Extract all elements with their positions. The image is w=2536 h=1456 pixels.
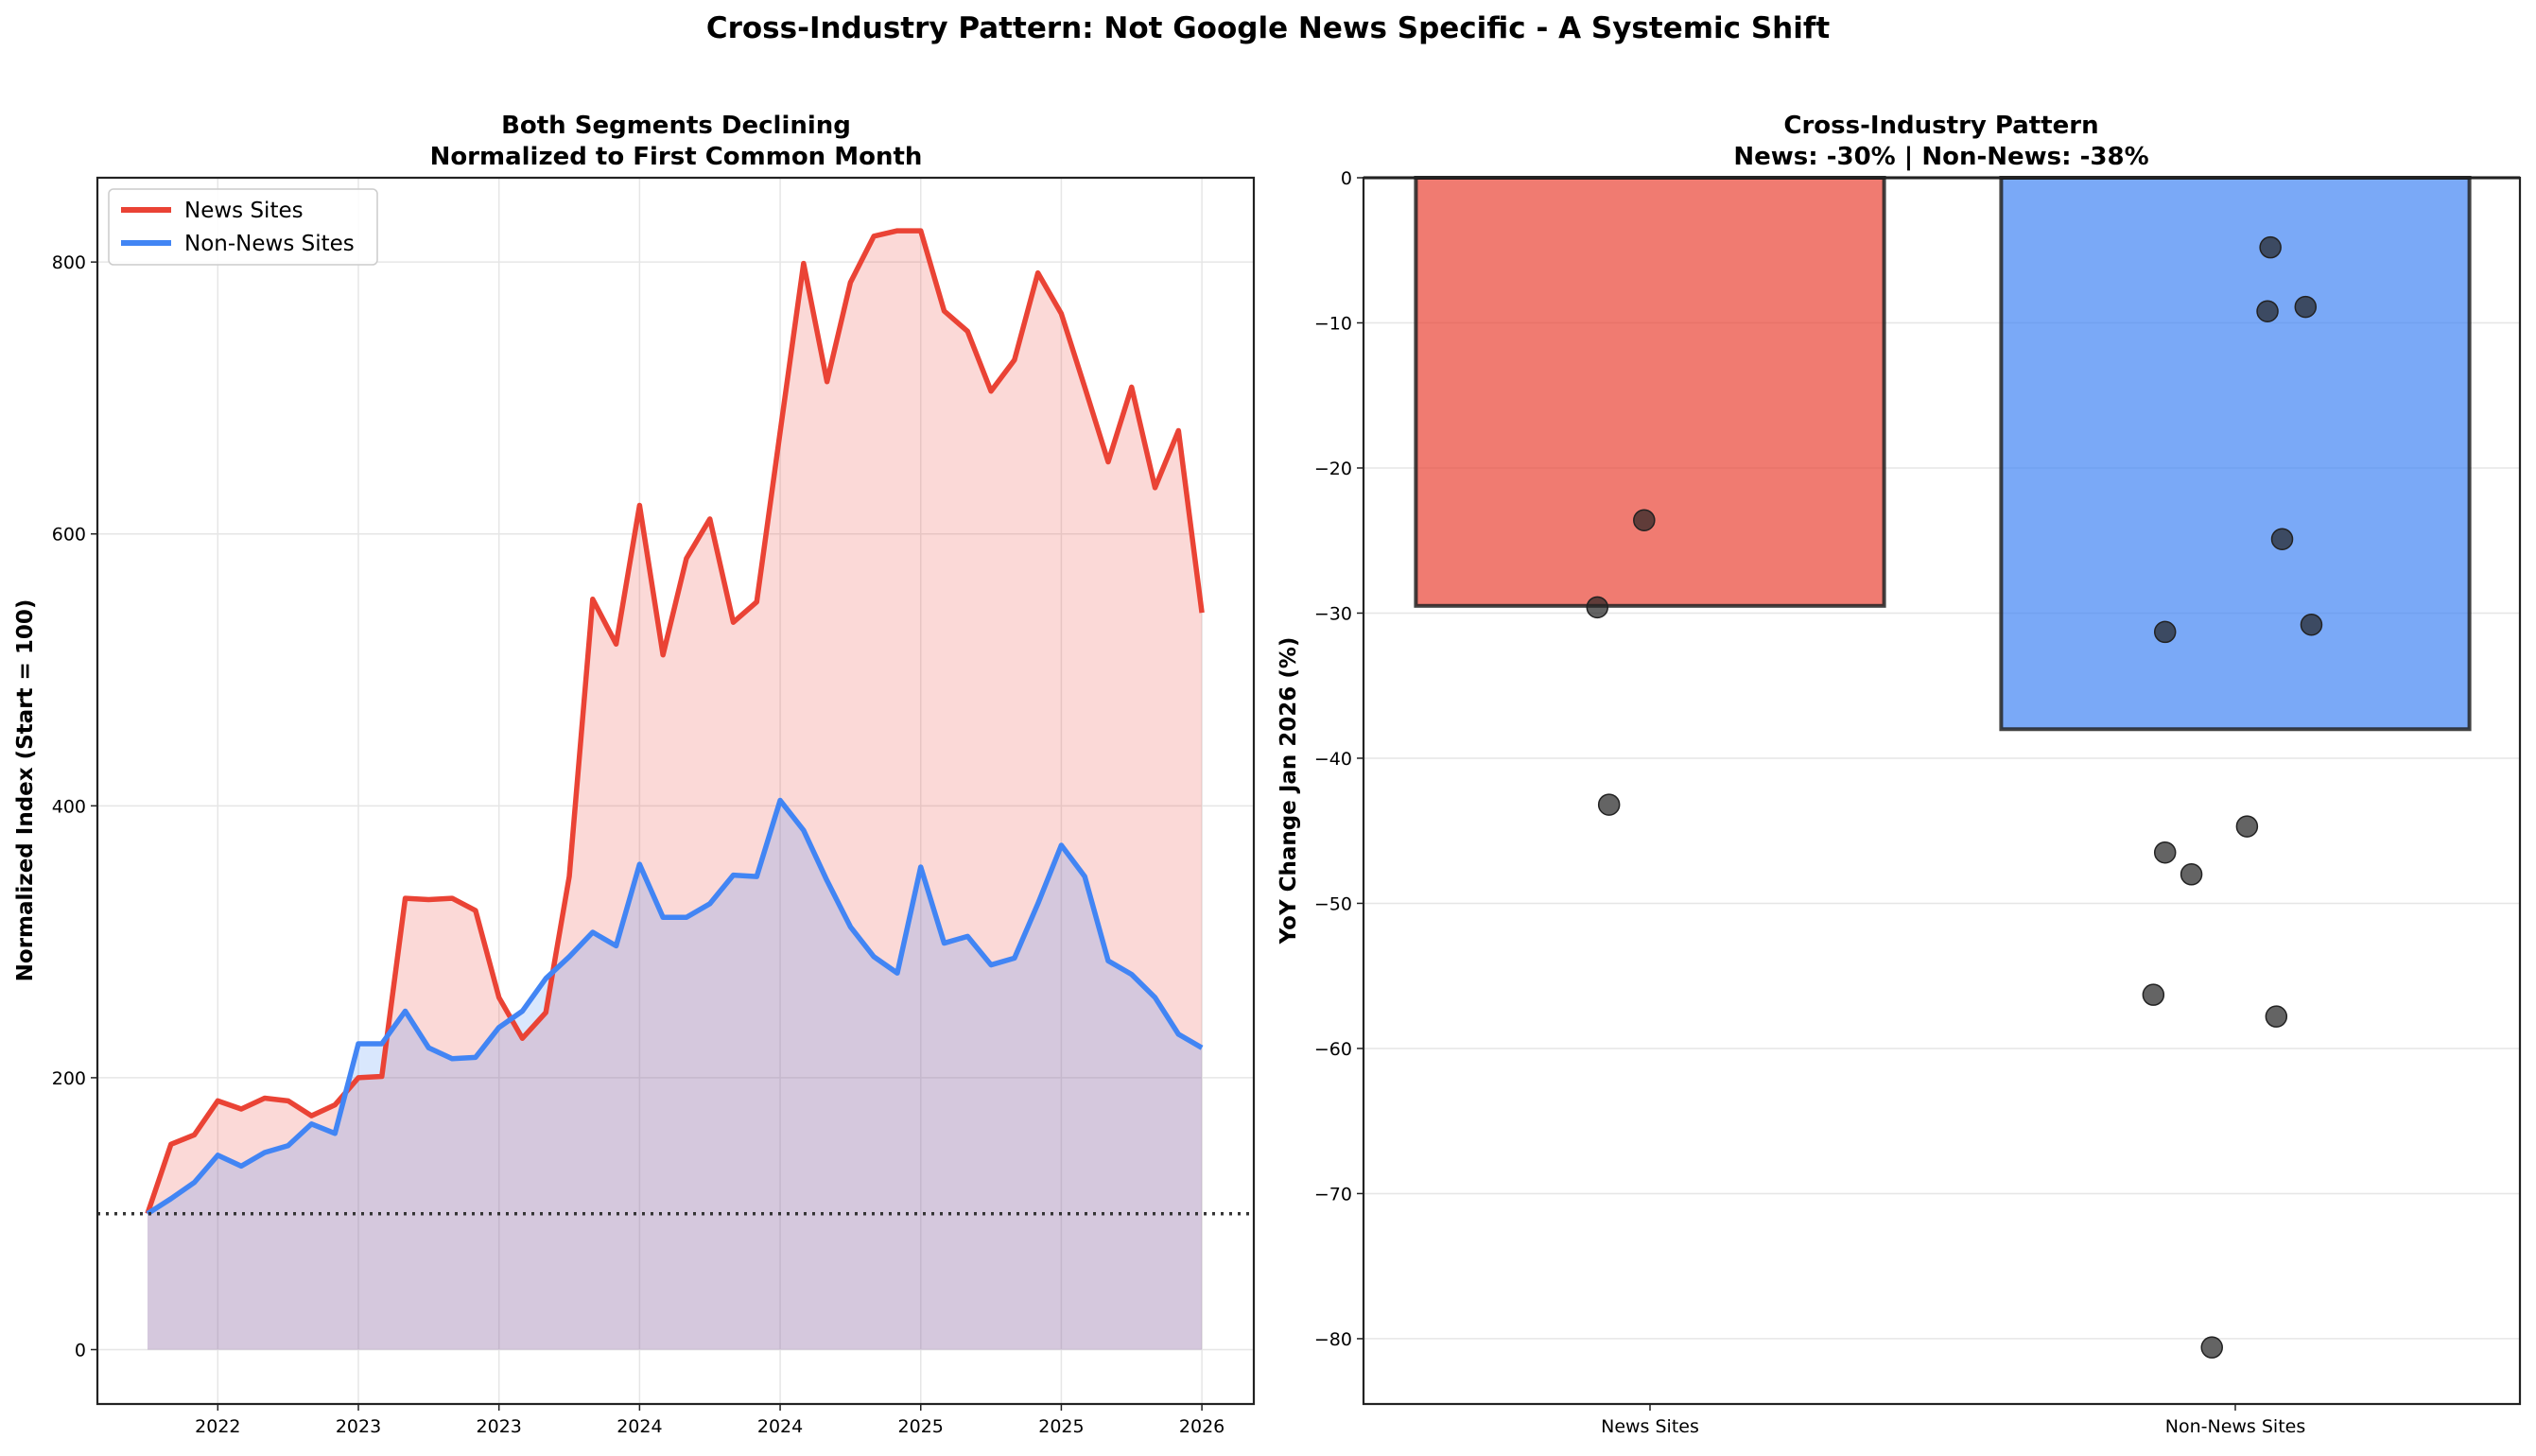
- bar-chart-frame: [1362, 176, 2522, 1406]
- y-tick-label: −70: [1314, 1184, 1352, 1205]
- bar-chart-title-2: News: -30% | Non-News: -38%: [1733, 143, 2148, 171]
- data-point: [2259, 235, 2282, 259]
- x-tick-label: 2022: [195, 1416, 240, 1437]
- data-point: [1597, 793, 1621, 816]
- y-tick-label: 400: [52, 796, 86, 817]
- x-tick-label: 2025: [898, 1416, 944, 1437]
- x-tick-label: 2024: [617, 1416, 662, 1437]
- bar-non-news: [1999, 176, 2472, 732]
- legend-label-non-news: Non-News Sites: [184, 232, 355, 256]
- data-point: [2270, 528, 2294, 550]
- line-chart-ylabel: Normalized Index (Start = 100): [13, 599, 38, 982]
- y-tick-label: −60: [1314, 1039, 1352, 1060]
- data-point: [2265, 1005, 2288, 1028]
- x-tick-label: News Sites: [1601, 1416, 1699, 1437]
- y-tick-label: 200: [52, 1068, 86, 1089]
- line-chart-title-1: Both Segments Declining: [501, 112, 851, 140]
- x-tick-label: 2024: [757, 1416, 803, 1437]
- y-tick-label: −80: [1314, 1329, 1352, 1350]
- y-tick-label: −10: [1314, 313, 1352, 334]
- area-fill-non-news: [148, 800, 1203, 1350]
- x-tick-label: Non-News Sites: [2165, 1416, 2306, 1437]
- data-point: [2256, 300, 2279, 322]
- y-tick-label: −30: [1314, 603, 1352, 624]
- bar-chart-ylabel: YoY Change Jan 2026 (%): [1277, 637, 1301, 945]
- data-point: [2200, 1336, 2223, 1359]
- y-tick-label: −20: [1314, 459, 1352, 479]
- y-tick-label: 0: [1341, 168, 1352, 189]
- x-tick-label: 2023: [336, 1416, 381, 1437]
- data-point: [1586, 596, 1609, 619]
- x-tick-label: 2026: [1179, 1416, 1225, 1437]
- y-tick-label: 800: [52, 252, 86, 273]
- y-tick-label: −50: [1314, 893, 1352, 914]
- bar-news: [1414, 176, 1886, 608]
- y-tick-label: 600: [52, 525, 86, 546]
- bar-chart-panel: Cross-Industry Pattern News: -30% | Non-…: [1277, 112, 2522, 1437]
- series-line-non-news: [146, 797, 1204, 1217]
- figure-suptitle: Cross-Industry Pattern: Not Google News …: [706, 11, 1830, 45]
- bar-chart-title-1: Cross-Industry Pattern: [1783, 112, 2098, 140]
- line-chart-panel: Both Segments Declining Normalized to Fi…: [13, 112, 1256, 1437]
- data-point: [2153, 620, 2177, 644]
- data-point: [2300, 614, 2323, 636]
- data-point: [2294, 295, 2318, 319]
- y-tick-label: −40: [1314, 749, 1352, 770]
- data-point: [2153, 841, 2177, 864]
- x-tick-label: 2025: [1038, 1416, 1084, 1437]
- data-point: [2142, 983, 2165, 1006]
- legend-label-news: News Sites: [184, 199, 304, 223]
- line-chart-frame: [96, 176, 1256, 1406]
- y-tick-label: 0: [75, 1340, 86, 1361]
- data-point: [1633, 509, 1656, 531]
- line-chart-title-2: Normalized to First Common Month: [430, 143, 923, 171]
- area-fill-news: [148, 231, 1203, 1350]
- data-point: [2235, 815, 2259, 838]
- x-tick-label: 2023: [477, 1416, 522, 1437]
- legend: News Sites Non-News Sites: [108, 188, 378, 266]
- data-point: [2180, 863, 2203, 886]
- series-line-news: [145, 228, 1205, 1215]
